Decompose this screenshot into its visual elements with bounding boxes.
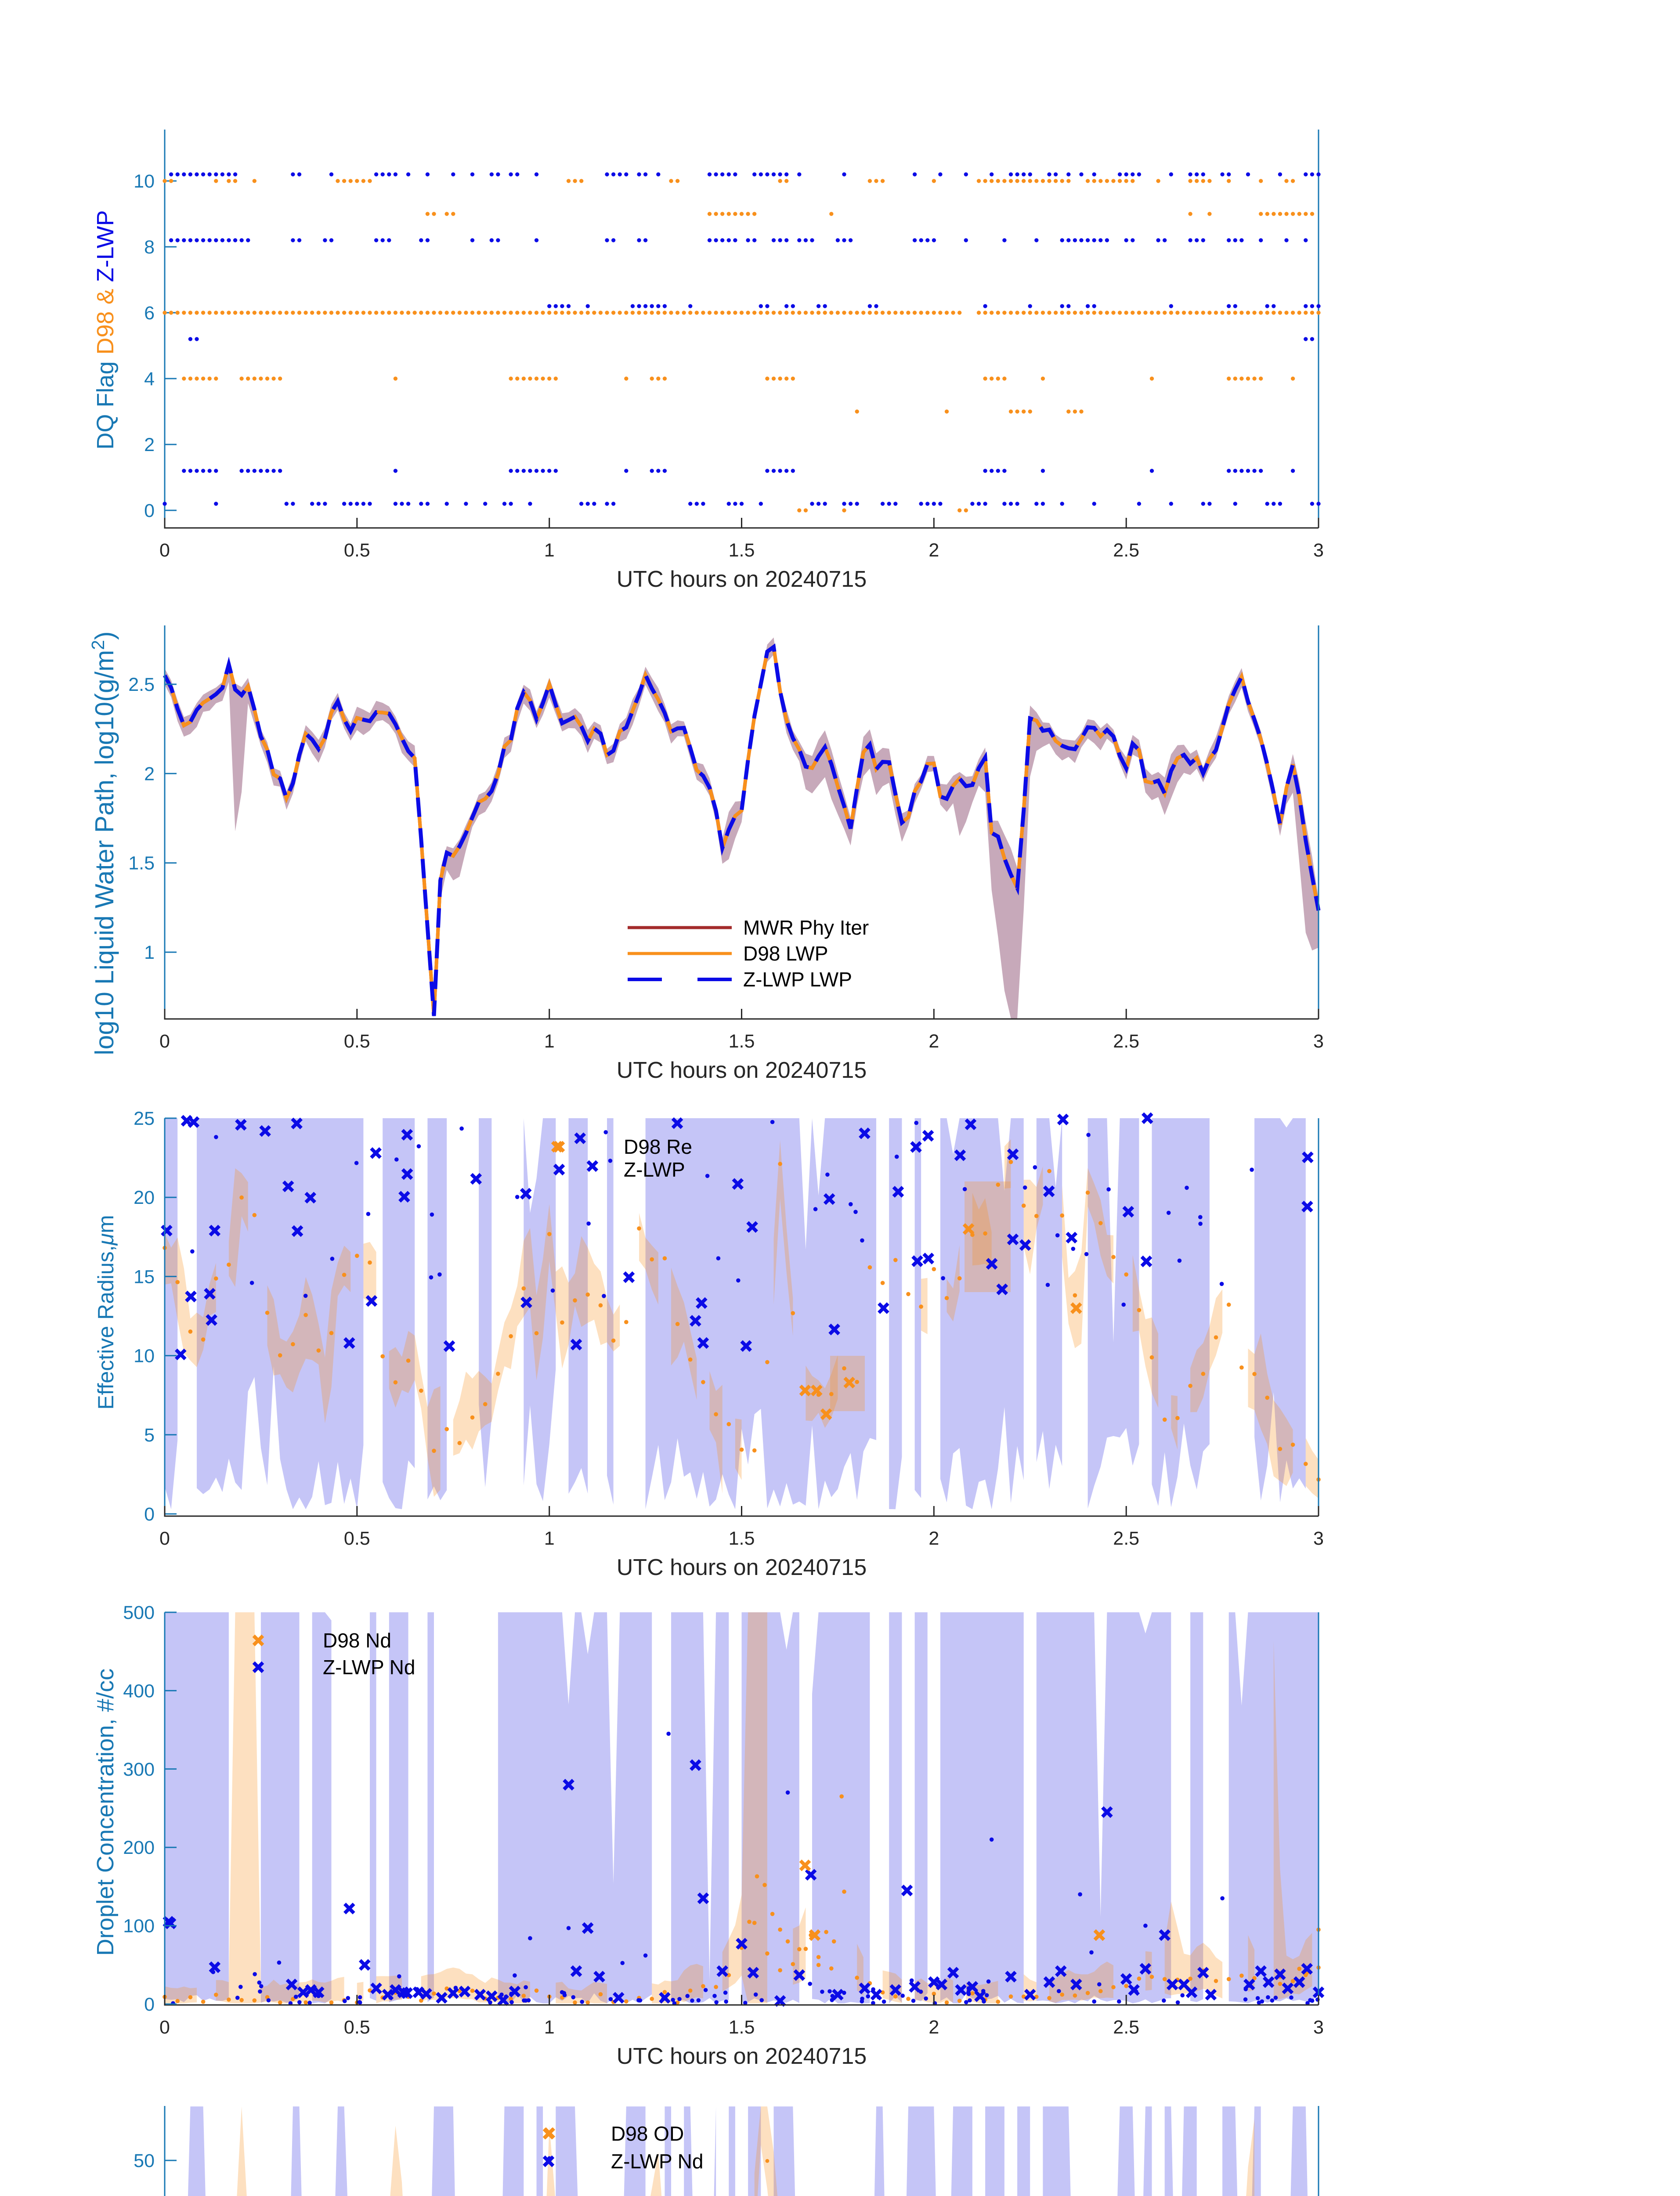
svg-text:6: 6 bbox=[144, 303, 155, 324]
svg-text:2.5: 2.5 bbox=[1113, 1031, 1139, 1052]
svg-text:MWR Phy Iter: MWR Phy Iter bbox=[743, 916, 869, 939]
svg-text:0.5: 0.5 bbox=[344, 2017, 370, 2038]
svg-text:20: 20 bbox=[134, 1187, 155, 1208]
svg-text:1: 1 bbox=[144, 942, 155, 963]
svg-text:1.5: 1.5 bbox=[729, 540, 755, 561]
svg-text:2: 2 bbox=[144, 763, 155, 784]
svg-text:3: 3 bbox=[1313, 1528, 1324, 1549]
svg-text:1.5: 1.5 bbox=[729, 1528, 755, 1549]
svg-text:Droplet Concentration, #/cc: Droplet Concentration, #/cc bbox=[92, 1669, 119, 1956]
svg-text:25: 25 bbox=[134, 1108, 155, 1129]
svg-text:200: 200 bbox=[123, 1837, 155, 1858]
svg-text:2.5: 2.5 bbox=[1113, 2017, 1139, 2038]
svg-text:3: 3 bbox=[1313, 1031, 1324, 1052]
svg-text:0: 0 bbox=[159, 1031, 170, 1052]
svg-text:500: 500 bbox=[123, 1602, 155, 1623]
svg-text:1: 1 bbox=[544, 2017, 555, 2038]
svg-text:0: 0 bbox=[159, 540, 170, 561]
svg-text:2.5: 2.5 bbox=[1113, 540, 1139, 561]
svg-text:Effective Radius,μm: Effective Radius,μm bbox=[94, 1215, 118, 1409]
svg-text:3: 3 bbox=[1313, 540, 1324, 561]
svg-text:100: 100 bbox=[123, 1916, 155, 1937]
svg-text:D98 OD: D98 OD bbox=[611, 2122, 684, 2145]
svg-text:UTC hours on 20240715: UTC hours on 20240715 bbox=[617, 1058, 867, 1083]
svg-text:log10 Liquid Water Path, log10: log10 Liquid Water Path, log10(g/m2) bbox=[88, 631, 119, 1055]
svg-text:D98 LWP: D98 LWP bbox=[743, 942, 828, 965]
svg-text:10: 10 bbox=[134, 1346, 155, 1367]
svg-text:2: 2 bbox=[144, 434, 155, 455]
svg-text:1.5: 1.5 bbox=[729, 1031, 755, 1052]
svg-text:D98 Nd: D98 Nd bbox=[323, 1629, 391, 1652]
svg-text:1: 1 bbox=[544, 1031, 555, 1052]
svg-text:400: 400 bbox=[123, 1680, 155, 1701]
svg-text:UTC hours on 20240715: UTC hours on 20240715 bbox=[617, 2044, 867, 2069]
svg-text:8: 8 bbox=[144, 237, 155, 258]
svg-text:3: 3 bbox=[1313, 2017, 1324, 2038]
svg-text:0: 0 bbox=[159, 1528, 170, 1549]
svg-text:2: 2 bbox=[929, 540, 939, 561]
svg-text:0.5: 0.5 bbox=[344, 1031, 370, 1052]
svg-text:UTC hours on 20240715: UTC hours on 20240715 bbox=[617, 567, 867, 592]
svg-text:1.5: 1.5 bbox=[128, 853, 155, 874]
svg-text:DQ Flag D98 & Z-LWP: DQ Flag D98 & Z-LWP bbox=[92, 210, 119, 449]
svg-text:4: 4 bbox=[144, 368, 155, 390]
svg-text:D98 Re: D98 Re bbox=[624, 1135, 692, 1158]
svg-text:Z-LWP Nd: Z-LWP Nd bbox=[323, 1656, 415, 1679]
svg-text:0: 0 bbox=[159, 2017, 170, 2038]
svg-text:0: 0 bbox=[144, 1504, 155, 1525]
svg-text:15: 15 bbox=[134, 1266, 155, 1287]
svg-text:0: 0 bbox=[144, 1994, 155, 2015]
svg-text:Z-LWP LWP: Z-LWP LWP bbox=[743, 968, 852, 991]
svg-text:2: 2 bbox=[929, 1031, 939, 1052]
svg-text:0.5: 0.5 bbox=[344, 1528, 370, 1549]
svg-text:10: 10 bbox=[134, 171, 155, 192]
svg-text:2: 2 bbox=[929, 2017, 939, 2038]
svg-text:2.5: 2.5 bbox=[128, 674, 155, 695]
svg-text:Z-LWP: Z-LWP bbox=[624, 1158, 685, 1181]
svg-text:300: 300 bbox=[123, 1759, 155, 1780]
svg-text:5: 5 bbox=[144, 1425, 155, 1446]
svg-text:0.5: 0.5 bbox=[344, 540, 370, 561]
svg-text:1: 1 bbox=[544, 1528, 555, 1549]
svg-text:UTC hours on 20240715: UTC hours on 20240715 bbox=[617, 1555, 867, 1580]
svg-text:2: 2 bbox=[929, 1528, 939, 1549]
svg-text:1.5: 1.5 bbox=[729, 2017, 755, 2038]
svg-text:2.5: 2.5 bbox=[1113, 1528, 1139, 1549]
svg-text:50: 50 bbox=[134, 2150, 155, 2171]
svg-text:Z-LWP Nd: Z-LWP Nd bbox=[611, 2150, 703, 2173]
svg-text:0: 0 bbox=[144, 500, 155, 521]
svg-text:1: 1 bbox=[544, 540, 555, 561]
